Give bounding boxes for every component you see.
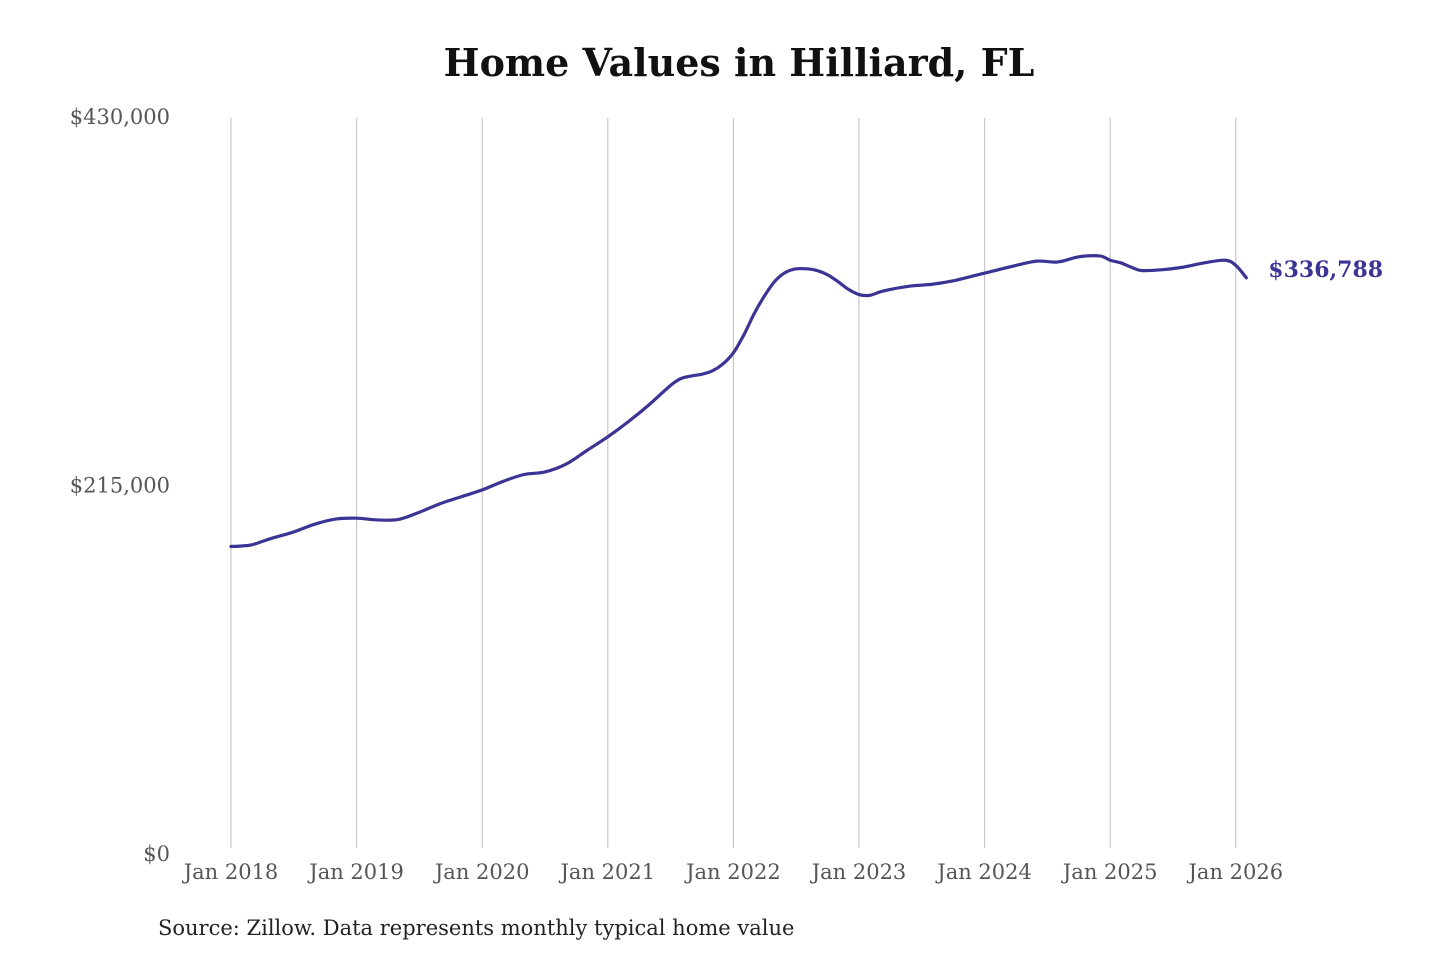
x-tick-label: Jan 2021 bbox=[559, 860, 656, 884]
x-tick-label: Jan 2022 bbox=[684, 860, 781, 884]
chart-title: Home Values in Hilliard, FL bbox=[443, 40, 1035, 85]
x-tick-label: Jan 2020 bbox=[433, 860, 530, 884]
x-tick-label: Jan 2024 bbox=[935, 860, 1032, 884]
source-note: Source: Zillow. Data represents monthly … bbox=[158, 916, 795, 940]
x-tick-label: Jan 2019 bbox=[307, 860, 404, 884]
x-tick-label: Jan 2025 bbox=[1061, 860, 1158, 884]
y-tick-label: $0 bbox=[143, 842, 170, 866]
y-tick-label: $215,000 bbox=[70, 474, 170, 498]
x-tick-label: Jan 2023 bbox=[810, 860, 907, 884]
vertical-grid bbox=[230, 118, 1237, 848]
x-tick-label: Jan 2026 bbox=[1187, 860, 1284, 884]
series-line bbox=[229, 254, 1248, 549]
end-value-label: $336,788 bbox=[1268, 257, 1383, 283]
y-tick-label: $430,000 bbox=[70, 105, 170, 129]
series-layer: $336,788 bbox=[229, 254, 1383, 549]
y-axis-ticks: $0 $215,000 $430,000 bbox=[70, 105, 170, 866]
x-tick-label: Jan 2018 bbox=[182, 860, 279, 884]
x-axis-ticks: Jan 2018 Jan 2019 Jan 2020 Jan 2021 Jan 2022… bbox=[182, 860, 1283, 884]
